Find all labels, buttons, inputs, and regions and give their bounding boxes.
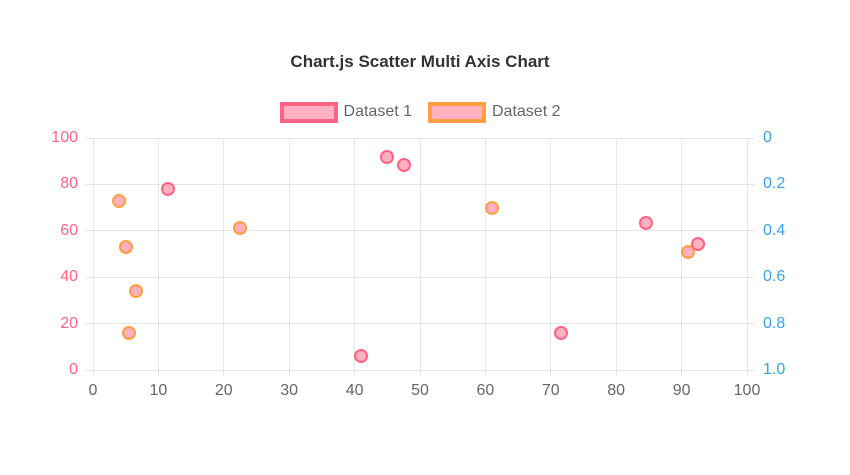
- data-point[interactable]: [112, 193, 127, 208]
- x-tick-mark: [223, 370, 225, 376]
- chart-title: Chart.js Scatter Multi Axis Chart: [290, 52, 550, 71]
- x-axis-tick-label: 80: [607, 382, 626, 399]
- legend-item-dataset-2[interactable]: Dataset 2: [428, 101, 561, 123]
- x-gridline: [354, 138, 356, 370]
- y-gridline: [93, 323, 747, 325]
- x-tick-mark: [288, 370, 290, 376]
- x-axis-tick-label: 60: [476, 382, 495, 399]
- y-gridline: [93, 276, 747, 278]
- y-gridline: [93, 137, 747, 139]
- y-right-tick-label: 0.6: [763, 268, 786, 286]
- y-left-tick-mark: [85, 323, 93, 325]
- x-tick-mark: [484, 370, 486, 376]
- x-axis-tick-label: 40: [345, 382, 364, 399]
- y-left-tick-label: 20: [60, 314, 78, 332]
- y-right-tick-mark: [747, 183, 755, 185]
- data-point[interactable]: [380, 149, 395, 164]
- x-tick-mark: [92, 370, 94, 376]
- x-tick-mark: [681, 370, 683, 376]
- x-axis-tick-label: 90: [672, 382, 691, 399]
- x-gridline: [484, 138, 486, 370]
- y-right-tick-label: 0.8: [763, 314, 786, 332]
- y-right-tick-mark: [747, 369, 755, 371]
- y-right-tick-mark: [747, 276, 755, 278]
- legend-item-dataset-1[interactable]: Dataset 1: [279, 101, 412, 123]
- y-right-tick-label: 0.2: [763, 175, 786, 193]
- chart-legend: Dataset 1 Dataset 2: [0, 100, 840, 124]
- y-left-tick-mark: [85, 230, 93, 232]
- y-right-tick-mark: [747, 323, 755, 325]
- y-gridline: [93, 369, 747, 371]
- y-right-tick-label: 1.0: [763, 361, 786, 378]
- legend-swatch: [279, 101, 338, 123]
- data-point[interactable]: [233, 221, 248, 236]
- y-gridline: [93, 230, 747, 232]
- data-point[interactable]: [484, 200, 499, 215]
- x-axis-tick-label: 100: [733, 382, 761, 399]
- y-left-tick-mark: [85, 369, 93, 371]
- x-tick-mark: [550, 370, 552, 376]
- x-tick-mark: [157, 370, 159, 376]
- y-left-tick-label: 80: [60, 175, 78, 193]
- x-axis-tick-label: 20: [214, 382, 233, 399]
- x-axis-tick-label: 10: [149, 382, 168, 399]
- x-axis-tick-label: 50: [411, 382, 429, 399]
- x-axis-tick-label: 70: [541, 382, 560, 399]
- x-gridline: [550, 138, 552, 370]
- data-point[interactable]: [121, 325, 136, 340]
- legend-label: Dataset 2: [492, 103, 561, 120]
- y-right-tick-mark: [747, 137, 755, 139]
- y-left-tick-mark: [85, 183, 93, 185]
- x-tick-mark: [354, 370, 356, 376]
- legend-swatch: [428, 101, 486, 123]
- x-tick-mark: [746, 370, 748, 376]
- x-gridline: [615, 138, 617, 370]
- y-left-tick-label: 100: [51, 129, 78, 146]
- x-tick-mark: [615, 370, 617, 376]
- x-gridline: [419, 138, 421, 370]
- data-point[interactable]: [128, 284, 143, 299]
- y-right-tick-label: 0: [763, 129, 772, 146]
- data-point[interactable]: [553, 325, 568, 340]
- x-gridline: [288, 138, 290, 370]
- x-axis-tick-label: 30: [280, 382, 299, 399]
- legend-label: Dataset 1: [343, 103, 412, 120]
- y-right-tick-mark: [747, 230, 755, 232]
- x-tick-mark: [419, 370, 421, 376]
- y-left-tick-label: 60: [60, 221, 78, 239]
- x-gridline: [746, 138, 748, 370]
- x-gridline: [223, 138, 225, 370]
- y-left-tick-mark: [85, 137, 93, 139]
- y-left-tick-label: 40: [60, 268, 78, 286]
- data-point[interactable]: [118, 240, 133, 255]
- y-right-tick-label: 0.4: [763, 221, 786, 239]
- x-gridline: [92, 138, 94, 370]
- data-point[interactable]: [690, 236, 705, 251]
- y-left-tick-mark: [85, 276, 93, 278]
- data-point[interactable]: [354, 349, 369, 364]
- x-gridline: [157, 138, 159, 370]
- x-axis-tick-label: 0: [88, 382, 98, 399]
- data-point[interactable]: [396, 157, 411, 172]
- data-point[interactable]: [638, 215, 653, 230]
- data-point[interactable]: [161, 182, 176, 197]
- y-gridline: [93, 183, 747, 185]
- y-left-tick-label: 0: [69, 361, 78, 378]
